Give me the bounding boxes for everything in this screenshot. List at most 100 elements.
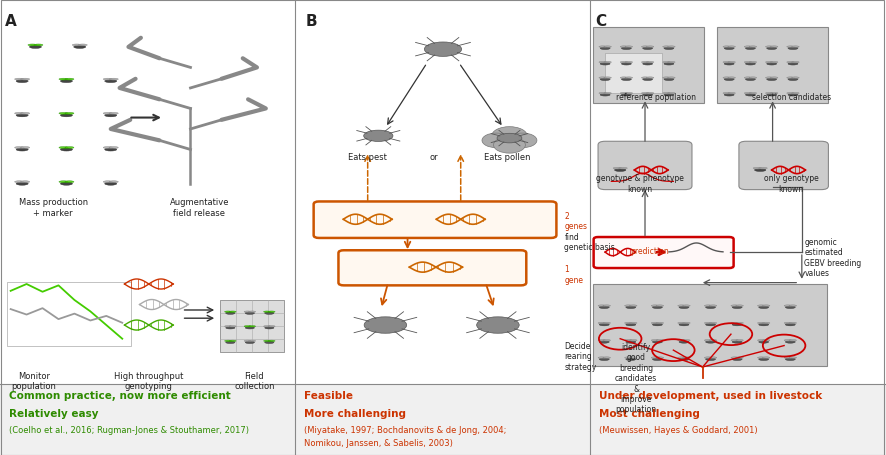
Bar [7,282,131,346]
Ellipse shape [789,305,797,307]
Ellipse shape [668,78,675,79]
Text: Eats pollen: Eats pollen [484,152,530,162]
Ellipse shape [625,357,632,359]
Ellipse shape [651,305,658,307]
Ellipse shape [758,358,769,361]
Ellipse shape [785,306,796,309]
Text: Relatively easy: Relatively easy [9,408,98,418]
Ellipse shape [728,62,735,64]
Ellipse shape [604,62,611,64]
Ellipse shape [651,340,658,341]
Ellipse shape [105,183,117,186]
Ellipse shape [599,62,606,64]
Ellipse shape [758,306,769,309]
Ellipse shape [787,78,794,79]
Ellipse shape [364,317,407,334]
Ellipse shape [245,311,251,313]
Ellipse shape [771,47,778,48]
Ellipse shape [497,134,522,144]
Ellipse shape [226,312,235,315]
Ellipse shape [763,305,770,307]
Ellipse shape [750,62,757,64]
Ellipse shape [109,113,119,115]
FancyBboxPatch shape [314,202,556,238]
Ellipse shape [724,94,734,97]
Ellipse shape [663,78,670,79]
Ellipse shape [745,79,756,81]
Ellipse shape [598,340,605,341]
Ellipse shape [78,45,87,47]
Ellipse shape [732,358,742,361]
Ellipse shape [678,305,685,307]
Ellipse shape [641,78,649,79]
Ellipse shape [249,326,255,327]
Ellipse shape [683,340,690,341]
Ellipse shape [72,45,82,47]
Text: Monitor
population: Monitor population [12,371,56,390]
Ellipse shape [704,323,711,324]
Ellipse shape [785,341,796,344]
Ellipse shape [625,305,632,307]
Text: prediction: prediction [630,247,669,256]
Ellipse shape [710,323,717,324]
Ellipse shape [755,169,766,172]
Ellipse shape [625,323,632,324]
Ellipse shape [620,62,627,64]
Ellipse shape [663,62,670,64]
Text: A: A [4,14,16,29]
Ellipse shape [668,47,675,48]
Ellipse shape [598,357,605,359]
Ellipse shape [652,324,663,326]
Ellipse shape [758,341,769,344]
Ellipse shape [763,357,770,359]
Ellipse shape [704,340,711,341]
Ellipse shape [599,78,606,79]
Ellipse shape [626,78,633,79]
Ellipse shape [705,306,716,309]
Ellipse shape [683,305,690,307]
Ellipse shape [678,340,685,341]
Ellipse shape [663,47,670,48]
Ellipse shape [664,48,674,51]
Ellipse shape [598,305,605,307]
Ellipse shape [58,113,68,115]
Circle shape [494,137,525,154]
Ellipse shape [785,358,796,361]
Ellipse shape [109,182,119,183]
Ellipse shape [229,326,236,327]
Ellipse shape [16,149,28,152]
Ellipse shape [600,63,610,66]
Ellipse shape [109,147,119,149]
Text: 1
gene: 1 gene [564,265,583,284]
Ellipse shape [792,47,799,48]
Ellipse shape [678,357,685,359]
Ellipse shape [723,78,730,79]
Ellipse shape [14,147,24,149]
Ellipse shape [723,62,730,64]
Ellipse shape [787,62,794,64]
Ellipse shape [758,168,767,170]
Text: More challenging: More challenging [304,408,406,418]
Text: selection candidates: selection candidates [751,93,831,102]
Ellipse shape [758,323,765,324]
Ellipse shape [732,341,742,344]
FancyBboxPatch shape [338,251,526,286]
Ellipse shape [736,357,743,359]
Ellipse shape [788,94,798,97]
Ellipse shape [263,311,270,313]
Ellipse shape [731,340,738,341]
Ellipse shape [225,326,231,327]
Circle shape [482,134,510,148]
Ellipse shape [604,47,611,48]
Bar [220,300,284,353]
Ellipse shape [620,93,627,95]
Ellipse shape [14,182,24,183]
Text: identify
good
breeding
candidates
&
improve
population: identify good breeding candidates & impr… [615,342,657,414]
Ellipse shape [620,47,627,48]
Ellipse shape [668,93,675,95]
Ellipse shape [792,62,799,64]
Ellipse shape [652,341,663,344]
Ellipse shape [615,169,626,172]
Ellipse shape [20,147,29,149]
Ellipse shape [736,305,743,307]
